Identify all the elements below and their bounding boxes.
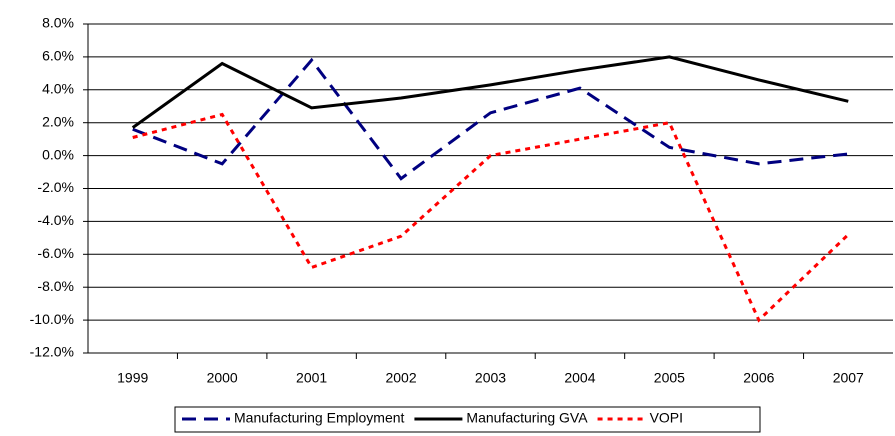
legend-label: Manufacturing GVA bbox=[466, 410, 588, 426]
series-line bbox=[131, 55, 849, 129]
x-tick-label: 1999 bbox=[117, 370, 148, 386]
y-tick-label: 0.0% bbox=[42, 146, 74, 162]
legend-label: VOPI bbox=[650, 410, 683, 426]
y-tick-label: -10.0% bbox=[30, 311, 74, 327]
y-tick-label: -8.0% bbox=[37, 278, 74, 294]
x-tick-label: 2000 bbox=[207, 370, 238, 386]
x-tick-label: 2007 bbox=[833, 370, 864, 386]
series-line bbox=[132, 57, 849, 181]
x-tick-label: 2004 bbox=[564, 370, 595, 386]
y-tick-label: -2.0% bbox=[37, 179, 74, 195]
y-tick-label: 6.0% bbox=[42, 48, 74, 64]
y-tick-label: 2.0% bbox=[42, 113, 74, 129]
y-tick-label: -6.0% bbox=[37, 245, 74, 261]
y-tick-label: 4.0% bbox=[42, 81, 74, 97]
legend-box bbox=[174, 406, 761, 433]
x-tick-label: 2006 bbox=[743, 370, 774, 386]
x-tick-label: 2002 bbox=[385, 370, 416, 386]
x-tick-label: 2005 bbox=[654, 370, 685, 386]
x-tick-label: 2003 bbox=[475, 370, 506, 386]
legend-label: Manufacturing Employment bbox=[234, 410, 405, 426]
y-tick-label: -12.0% bbox=[30, 344, 74, 360]
series-line bbox=[132, 112, 850, 323]
y-tick-label: -4.0% bbox=[37, 212, 74, 228]
y-tick-label: 8.0% bbox=[42, 15, 74, 31]
x-tick-label: 2001 bbox=[296, 370, 327, 386]
